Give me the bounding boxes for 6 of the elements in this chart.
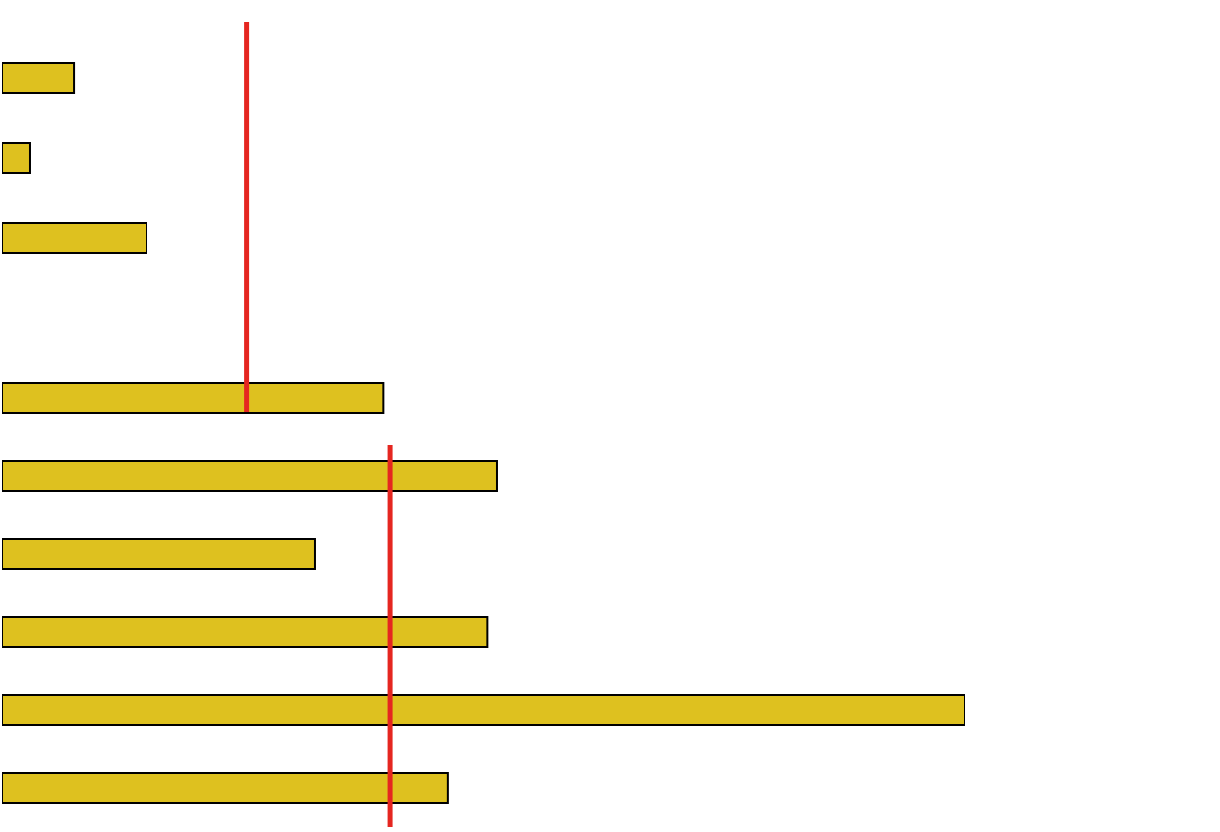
bar [2,616,489,648]
bar [2,694,965,726]
bar [2,382,385,414]
bar [2,538,316,570]
bar [2,772,449,804]
bar [2,460,498,492]
